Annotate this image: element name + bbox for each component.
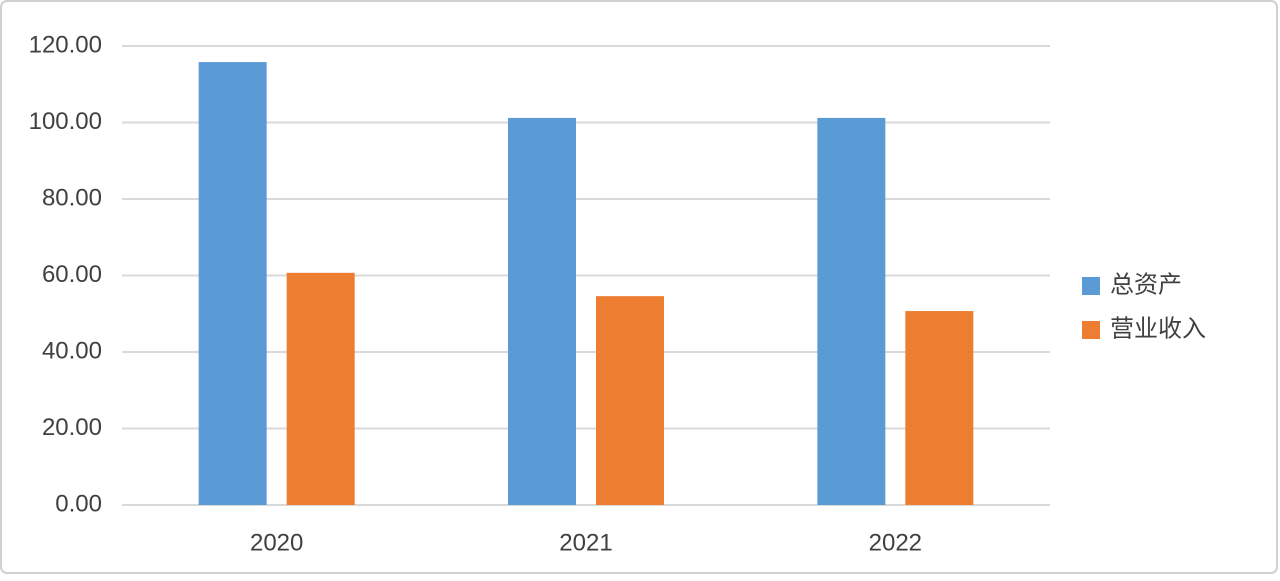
x-tick-label: 2021 <box>559 529 612 556</box>
bar <box>198 62 267 505</box>
bar <box>508 117 576 505</box>
x-tick-label: 2020 <box>250 529 303 556</box>
y-tick-label: 100.00 <box>29 108 102 135</box>
x-tick-label: 2022 <box>869 529 922 556</box>
y-tick-label: 80.00 <box>42 184 102 211</box>
bar <box>905 311 974 505</box>
y-tick-label: 40.00 <box>42 337 102 364</box>
legend-swatch <box>1082 277 1100 295</box>
y-tick-label: 120.00 <box>29 31 102 58</box>
y-tick-label: 60.00 <box>42 261 102 288</box>
legend-swatch <box>1082 321 1100 339</box>
bar <box>286 272 355 505</box>
bar <box>817 117 886 505</box>
legend-label: 营业收入 <box>1110 315 1206 342</box>
y-tick-label: 20.00 <box>42 414 102 441</box>
y-tick-label: 0.00 <box>55 490 102 517</box>
bar <box>596 296 664 505</box>
legend-label: 总资产 <box>1110 271 1182 298</box>
